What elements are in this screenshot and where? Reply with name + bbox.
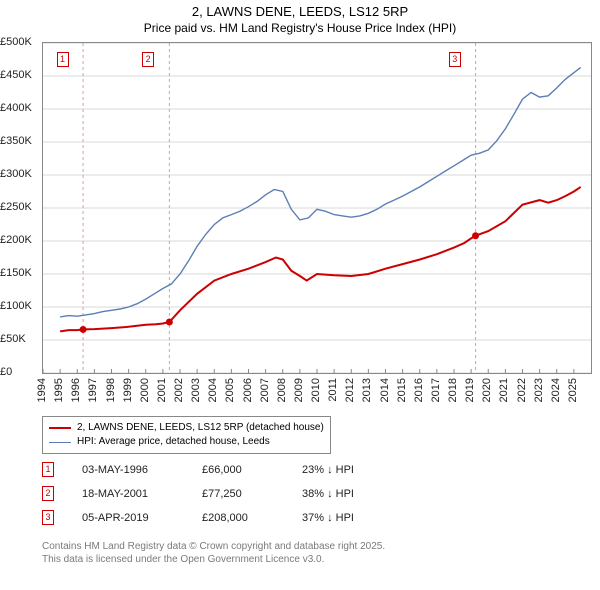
sale-marker [472,232,479,239]
x-tick-label: 2012 [344,378,356,402]
y-tick-label: £0 [0,366,39,378]
x-tick-label: 2017 [430,378,442,402]
series-price_paid [60,187,581,332]
y-tick-label: £200K [0,234,39,246]
legend: 2, LAWNS DENE, LEEDS, LS12 5RP (detached… [42,416,331,454]
sale-marker [166,319,173,326]
legend-item: HPI: Average price, detached house, Leed… [49,435,324,449]
row-date: 03-MAY-1996 [82,464,202,476]
footer-attribution: Contains HM Land Registry data © Crown c… [42,540,385,566]
x-tick-label: 1996 [70,378,82,402]
legend-label: 2, LAWNS DENE, LEEDS, LS12 5RP (detached… [77,421,324,435]
row-price: £208,000 [202,512,302,524]
row-pct: 23% ↓ HPI [302,464,392,476]
row-marker: 1 [42,462,54,477]
y-tick-label: £250K [0,201,39,213]
x-tick-label: 2021 [498,378,510,402]
table-row: 1 03-MAY-1996£66,00023% ↓ HPI [42,462,392,477]
table-row: 3 05-APR-2019£208,00037% ↓ HPI [42,510,392,525]
row-price: £77,250 [202,488,302,500]
x-tick-label: 1995 [53,378,65,402]
row-date: 18-MAY-2001 [82,488,202,500]
x-tick-label: 2013 [361,378,373,402]
x-tick-label: 2022 [516,378,528,402]
x-tick-label: 2003 [190,378,202,402]
sale-label-box: 3 [449,52,461,67]
x-tick-label: 2009 [293,378,305,402]
legend-label: HPI: Average price, detached house, Leed… [77,435,270,449]
table-row: 2 18-MAY-2001£77,25038% ↓ HPI [42,486,392,501]
legend-swatch [49,427,71,429]
chart-title: 2, LAWNS DENE, LEEDS, LS12 5RP [0,0,600,21]
x-tick-label: 2011 [327,378,339,402]
x-tick-label: 2014 [379,378,391,402]
legend-swatch [49,442,71,443]
x-tick-label: 1994 [36,378,48,402]
x-tick-label: 2004 [207,378,219,402]
y-tick-label: £350K [0,135,39,147]
y-tick-label: £450K [0,69,39,81]
x-tick-label: 2000 [139,378,151,402]
y-tick-label: £100K [0,300,39,312]
series-hpi [60,67,581,317]
row-date: 05-APR-2019 [82,512,202,524]
row-pct: 38% ↓ HPI [302,488,392,500]
sale-label-box: 2 [142,52,154,67]
x-tick-label: 2016 [413,378,425,402]
row-price: £66,000 [202,464,302,476]
x-tick-label: 1998 [105,378,117,402]
x-tick-label: 2019 [464,378,476,402]
x-tick-label: 1999 [122,378,134,402]
legend-item: 2, LAWNS DENE, LEEDS, LS12 5RP (detached… [49,421,324,435]
footer-line-2: This data is licensed under the Open Gov… [42,553,385,566]
y-tick-label: £500K [0,36,39,48]
y-tick-label: £50K [0,333,39,345]
y-tick-label: £300K [0,168,39,180]
row-marker: 2 [42,486,54,501]
footer-line-1: Contains HM Land Registry data © Crown c… [42,540,385,553]
x-tick-label: 2015 [396,378,408,402]
x-tick-label: 2010 [310,378,322,402]
x-tick-label: 2006 [242,378,254,402]
x-tick-label: 2001 [156,378,168,402]
x-tick-label: 2008 [276,378,288,402]
x-tick-label: 2023 [533,378,545,402]
x-tick-label: 1997 [87,378,99,402]
chart-svg [43,43,591,373]
x-tick-label: 2018 [447,378,459,402]
chart-plot-area [42,42,592,374]
y-tick-label: £150K [0,267,39,279]
y-tick-label: £400K [0,102,39,114]
x-tick-label: 2005 [224,378,236,402]
x-tick-label: 2007 [259,378,271,402]
row-marker: 3 [42,510,54,525]
x-tick-label: 2025 [567,378,579,402]
x-tick-label: 2002 [173,378,185,402]
chart-subtitle: Price paid vs. HM Land Registry's House … [0,21,600,35]
x-tick-label: 2024 [550,378,562,402]
sale-label-box: 1 [57,52,69,67]
x-tick-label: 2020 [481,378,493,402]
sale-marker [80,326,87,333]
row-pct: 37% ↓ HPI [302,512,392,524]
